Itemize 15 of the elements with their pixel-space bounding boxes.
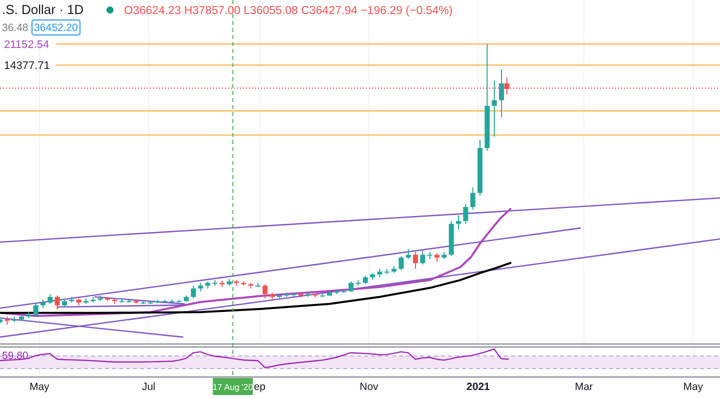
x-tick-label: Mar — [574, 381, 594, 393]
x-tick-label: ep — [254, 381, 266, 393]
chart-title: .S. Dollar · 1D — [2, 2, 84, 17]
text: 36.48 — [2, 22, 28, 34]
x-tick-label: May — [29, 381, 50, 393]
ref-line-label: 17 Aug '20 — [212, 382, 254, 392]
chart-subtitle: O36624.23 H37857.00 L36055.08 C36427.94 −196.29 (−0.54%) — [124, 5, 453, 17]
annotation: 21152.54 — [4, 39, 50, 51]
text: 36452.20 — [34, 22, 78, 34]
x-tick-label: Jul — [142, 381, 156, 393]
annotation: 14377.71 — [4, 60, 50, 72]
x-tick-label: May — [683, 381, 704, 393]
x-tick-label: Nov — [360, 381, 380, 393]
x-tick-label: 2021 — [466, 381, 490, 393]
annotation: 59.80 — [2, 350, 28, 362]
